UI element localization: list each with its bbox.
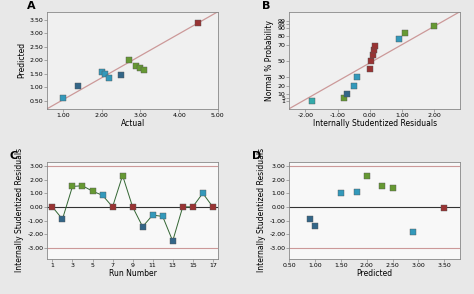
Y-axis label: Normal % Probability: Normal % Probability (265, 20, 274, 101)
Text: D: D (252, 151, 261, 161)
Text: A: A (27, 1, 36, 11)
Text: C: C (10, 151, 18, 161)
X-axis label: Actual: Actual (120, 119, 145, 128)
X-axis label: Run Number: Run Number (109, 269, 156, 278)
Y-axis label: Predicted: Predicted (18, 42, 27, 78)
Text: B: B (262, 1, 271, 11)
X-axis label: Internally Studentized Residuals: Internally Studentized Residuals (312, 119, 437, 128)
Y-axis label: Internally Studentized Residuals: Internally Studentized Residuals (257, 148, 266, 272)
X-axis label: Predicted: Predicted (356, 269, 392, 278)
Y-axis label: Internally Studentized Residuals: Internally Studentized Residuals (16, 148, 25, 272)
